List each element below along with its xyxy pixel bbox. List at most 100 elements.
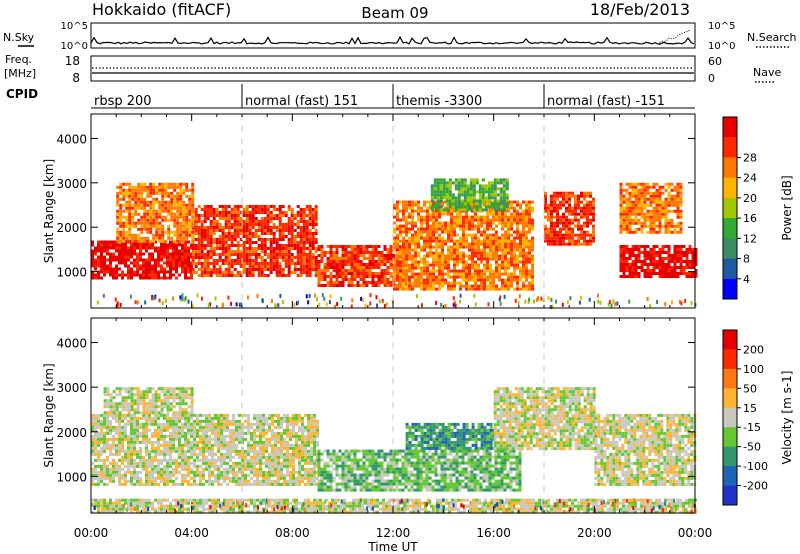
data-cell	[275, 262, 279, 265]
data-cell	[284, 262, 288, 265]
data-cell	[158, 227, 162, 231]
data-cell	[625, 218, 629, 222]
data-cell	[664, 203, 668, 207]
data-cell	[522, 239, 525, 243]
data-cell	[155, 200, 159, 204]
data-cell	[176, 185, 180, 189]
data-cell	[308, 241, 312, 244]
data-cell	[121, 476, 124, 480]
data-cell	[338, 260, 342, 263]
data-cell	[154, 455, 157, 459]
data-cell	[131, 221, 135, 225]
data-cell	[501, 266, 504, 270]
data-cell	[191, 203, 195, 207]
data-cell	[495, 263, 498, 267]
data-cell	[299, 220, 303, 223]
data-cell	[344, 254, 348, 257]
data-cell	[341, 275, 345, 278]
data-cell	[435, 269, 438, 273]
data-cell	[140, 191, 144, 195]
data-cell	[257, 253, 261, 256]
data-cell	[646, 263, 650, 266]
data-cell	[402, 269, 405, 273]
data-cell	[423, 284, 426, 288]
data-cell	[308, 220, 312, 223]
data-cell	[112, 258, 115, 262]
data-cell	[311, 208, 315, 211]
data-cell	[556, 209, 559, 213]
data-cell	[112, 252, 115, 256]
data-cell	[402, 260, 405, 264]
data-cell	[347, 251, 351, 254]
data-cell	[154, 476, 157, 480]
data-cell	[191, 212, 195, 216]
data-cell	[468, 224, 471, 228]
data-cell	[685, 248, 689, 251]
data-cell	[109, 428, 112, 432]
data-cell	[227, 265, 231, 268]
data-cell	[344, 278, 348, 281]
data-cell	[323, 278, 327, 281]
data-cell	[242, 271, 246, 274]
data-cell	[203, 268, 207, 271]
data-cell	[187, 246, 190, 250]
data-cell	[320, 269, 324, 272]
data-cell	[272, 253, 276, 256]
data-cell	[212, 223, 216, 226]
data-cell	[242, 259, 246, 262]
data-cell	[447, 221, 450, 225]
data-cell	[516, 233, 519, 237]
data-cell	[637, 194, 641, 198]
data-cell	[501, 287, 504, 291]
data-cell	[194, 223, 198, 226]
data-cell	[296, 268, 300, 271]
data-cell	[181, 261, 184, 265]
data-cell	[302, 232, 306, 235]
data-cell	[272, 217, 276, 220]
data-cell	[454, 184, 458, 188]
data-cell	[574, 200, 577, 204]
data-cell	[127, 255, 130, 259]
data-cell	[417, 239, 420, 243]
data-cell	[172, 425, 175, 429]
data-cell	[423, 218, 426, 222]
data-cell	[290, 271, 294, 274]
data-cell	[661, 263, 665, 266]
data-cell	[556, 239, 559, 243]
data-cell	[507, 218, 510, 222]
data-cell	[124, 431, 127, 435]
data-cell	[97, 479, 100, 483]
data-cell	[436, 190, 440, 194]
data-cell	[131, 212, 135, 216]
data-cell	[655, 188, 659, 192]
data-cell	[466, 202, 470, 206]
data-cell	[565, 197, 568, 201]
data-cell	[131, 215, 135, 219]
data-cell	[423, 266, 426, 270]
data-cell	[170, 230, 174, 234]
nsearch-trace	[659, 29, 691, 45]
data-cell	[115, 419, 118, 423]
data-cell	[257, 226, 261, 229]
data-cell	[553, 200, 556, 204]
data-cell	[118, 452, 121, 456]
data-cell	[531, 260, 534, 264]
data-cell	[492, 242, 495, 246]
data-cell	[634, 260, 638, 263]
data-cell	[167, 236, 171, 240]
data-cell	[453, 233, 456, 237]
data-cell	[502, 202, 506, 206]
data-cell	[528, 206, 531, 210]
data-cell	[453, 209, 456, 213]
data-cell	[510, 278, 513, 282]
data-cell	[471, 287, 474, 291]
data-cell	[456, 281, 459, 285]
data-cell	[474, 248, 477, 252]
data-cell	[408, 281, 411, 285]
data-cell	[91, 479, 94, 483]
data-cell	[625, 200, 629, 204]
data-cell	[396, 236, 399, 240]
data-cell	[130, 464, 133, 468]
data-cell	[670, 260, 674, 263]
data-cell	[136, 449, 139, 453]
